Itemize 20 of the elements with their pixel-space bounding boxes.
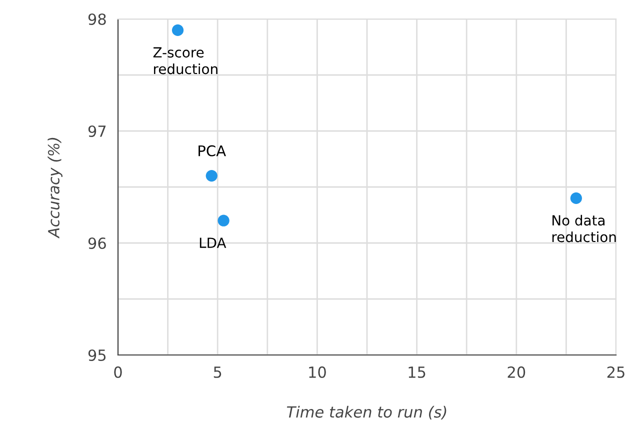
- x-tick-label: 15: [408, 366, 426, 378]
- x-tick-label: 0: [114, 366, 122, 378]
- y-tick-label: 97: [88, 125, 106, 138]
- y-axis-title: Accuracy (%): [48, 138, 62, 238]
- y-tick-label: 95: [88, 349, 106, 362]
- y-tick-label: 98: [88, 13, 106, 26]
- annotation: Z-score reduction: [153, 47, 218, 74]
- annotation: No data reduction: [552, 214, 616, 242]
- point: [570, 192, 582, 204]
- point: [172, 24, 184, 36]
- annotation: LDA: [200, 238, 226, 248]
- y-tick-label: 96: [88, 237, 106, 250]
- x-tick-label: 10: [309, 366, 326, 378]
- annotation: PCA: [198, 145, 226, 156]
- x-tick-label: 25: [607, 366, 624, 378]
- point: [218, 214, 230, 226]
- x-axis-title: Time taken to run (s): [286, 406, 446, 420]
- point: [206, 170, 218, 182]
- x-tick-label: 5: [214, 366, 222, 378]
- x-tick-label: 20: [508, 366, 526, 378]
